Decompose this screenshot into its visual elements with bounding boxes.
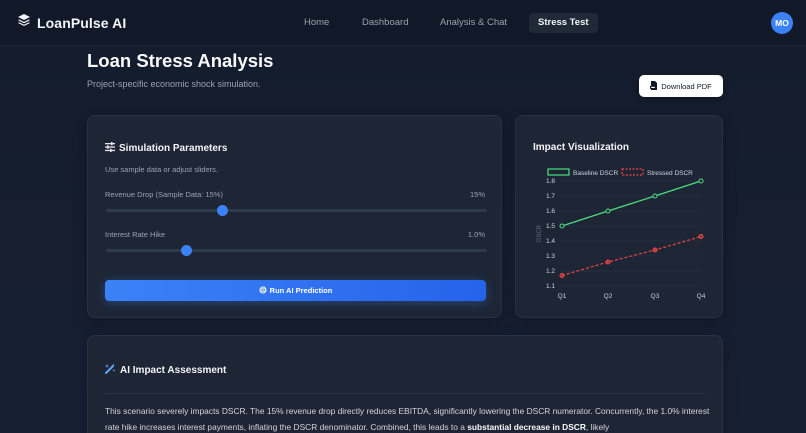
baseline-dscr-series [559,178,704,229]
svg-text:Q3: Q3 [651,293,660,300]
simulation-title: Simulation Parameters [105,142,227,155]
svg-text:1.4: 1.4 [546,238,555,245]
main-nav: Home Dashboard Analysis & Chat Stress Te… [0,0,806,46]
file-pdf-icon [650,80,658,92]
legend-baseline: Baseline DSCR [573,170,618,177]
visualization-title: Impact Visualization [533,142,629,153]
ai-impact-assessment-card: AI Impact Assessment This scenario sever… [87,335,723,433]
y-axis-label: DSCR [537,224,543,242]
assessment-highlight: substantial decrease in DSCR [467,422,586,432]
top-navbar: LoanPulse AI Home Dashboard Analysis & C… [0,0,806,46]
assessment-title: AI Impact Assessment [105,363,226,377]
svg-text:1.3: 1.3 [546,253,555,260]
brand-logo[interactable]: LoanPulse AI [17,13,126,32]
svg-text:1.8: 1.8 [546,178,555,185]
revenue-drop-value: 15% [469,190,485,199]
nav-stress-test[interactable]: Stress Test [529,13,598,33]
download-pdf-label: Download PDF [661,81,712,91]
svg-text:Q2: Q2 [604,293,613,300]
x-axis-ticks: Q1 Q2 Q3 Q4 [558,293,706,300]
download-pdf-button[interactable]: Download PDF [639,75,723,97]
y-axis-ticks: 1.8 1.7 1.6 1.5 1.4 1.3 1.2 1.1 [546,178,555,290]
dscr-line-chart: Baseline DSCR Stressed DSCR 1.8 1.7 1.6 … [537,168,706,300]
svg-text:Q1: Q1 [558,293,567,300]
simulation-hint: Use sample data or adjust sliders. [105,165,218,174]
svg-text:1.5: 1.5 [546,223,555,230]
user-avatar[interactable]: MO [771,12,793,34]
assessment-divider [105,393,705,394]
run-ai-prediction-button[interactable]: Run AI Prediction [105,280,486,301]
sliders-icon [105,142,115,155]
svg-text:1.6: 1.6 [546,208,555,215]
impact-visualization-card: Impact Visualization Baseline DSCR Stres… [515,115,723,318]
revenue-drop-label: Revenue Drop (Sample Data: 15%) [105,190,223,199]
simulation-parameters-card: Simulation Parameters Use sample data or… [87,115,502,318]
interest-rate-slider[interactable] [106,245,487,256]
revenue-drop-slider[interactable] [106,205,487,216]
stressed-dscr-series [559,234,704,278]
nav-home[interactable]: Home [304,17,330,28]
svg-text:1.1: 1.1 [546,283,555,290]
svg-text:Q4: Q4 [697,293,706,300]
page-subtitle: Project-specific economic shock simulati… [87,79,261,89]
nav-dashboard[interactable]: Dashboard [362,17,409,28]
brand-name: LoanPulse AI [37,14,127,31]
interest-rate-slider-thumb[interactable] [180,245,192,256]
nav-analysis-chat[interactable]: Analysis & Chat [440,17,508,28]
svg-text:1.2: 1.2 [546,268,555,275]
legend-stressed: Stressed DSCR [647,170,693,177]
revenue-drop-slider-thumb[interactable] [216,205,228,216]
magic-wand-icon [105,363,116,377]
svg-text:1.7: 1.7 [546,193,555,200]
layers-icon [17,13,31,32]
chart-legend: Baseline DSCR Stressed DSCR [547,168,693,177]
brain-icon [259,285,267,296]
interest-rate-label: Interest Rate Hike [105,230,166,239]
assessment-text: This scenario severely impacts DSCR. The… [105,406,710,432]
interest-rate-value: 1.0% [467,230,485,239]
page-title: Loan Stress Analysis [87,50,274,71]
